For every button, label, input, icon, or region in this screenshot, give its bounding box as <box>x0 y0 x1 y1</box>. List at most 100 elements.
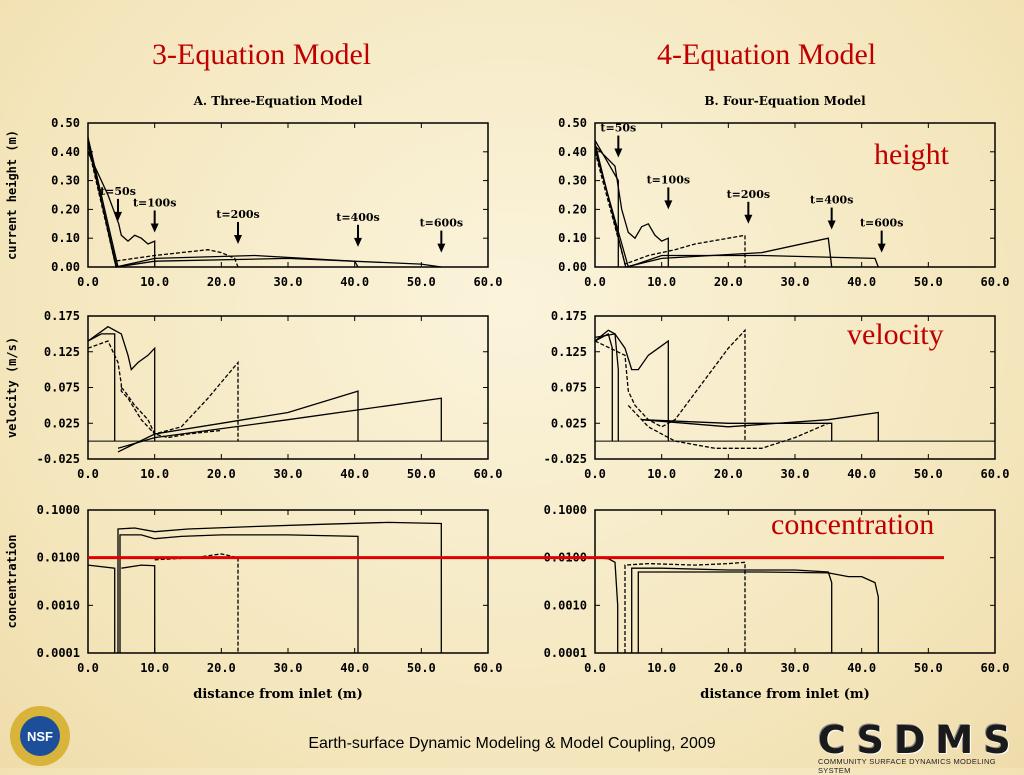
annotation-arrow-head <box>150 223 159 233</box>
series-line-3 <box>594 151 746 267</box>
series-line-5 <box>627 404 829 449</box>
x-tick-label: 60.0 <box>981 467 1010 481</box>
x-tick-label: 0.0 <box>77 661 99 675</box>
y-tick-label: 0.50 <box>51 116 80 130</box>
y-axis-label: velocity (m/s) <box>5 337 19 438</box>
x-tick-label: 30.0 <box>274 661 303 675</box>
series-line-6 <box>117 397 442 449</box>
x-tick-label: 30.0 <box>781 661 810 675</box>
time-annotation: t=100s <box>133 196 176 209</box>
chart-B-height: 0.0 10.0 20.0 30.0 40.0 50.0 60.0 0.00 0.10 0.20 0… <box>558 94 1009 289</box>
y-tick-label: 0.0001 <box>37 646 80 660</box>
x-axis-label: distance from inlet (m) <box>700 687 870 702</box>
annotation-arrow-head <box>744 214 753 224</box>
x-tick-label: 20.0 <box>714 661 743 675</box>
csdms-logo-subtitle: COMMUNITY SURFACE DYNAMICS MODELING SYST… <box>818 757 996 775</box>
y-tick-label: 0.0100 <box>37 551 80 565</box>
y-tick-label: 0.025 <box>44 416 80 430</box>
y-tick-label: 0.0010 <box>544 598 587 612</box>
y-tick-label: 0.125 <box>551 345 587 359</box>
series-line-4 <box>87 140 359 268</box>
chart-A-height: 0.0 10.0 20.0 30.0 40.0 50.0 60.0 0.00 0.10 0.20 0… <box>5 94 502 289</box>
series-line-3 <box>119 534 359 653</box>
x-tick-label: 40.0 <box>847 275 876 289</box>
annotation-arrow-head <box>234 234 242 244</box>
series-line-1 <box>594 332 613 442</box>
time-annotation: t=50s <box>600 122 636 135</box>
x-tick-label: 30.0 <box>274 467 303 481</box>
time-annotation: t=600s <box>860 217 903 230</box>
x-tick-label: 40.0 <box>847 661 876 675</box>
series-line-1 <box>87 333 116 442</box>
y-tick-label: 0.0001 <box>544 646 587 660</box>
plot-frame <box>87 509 489 654</box>
time-annotation: t=400s <box>336 211 379 224</box>
x-tick-label: 30.0 <box>781 467 810 481</box>
x-tick-label: 20.0 <box>207 467 236 481</box>
series-line-7 <box>641 411 879 442</box>
x-tick-label: 60.0 <box>981 275 1010 289</box>
y-tick-label: 0.1000 <box>544 503 587 517</box>
x-tick-label: 50.0 <box>407 275 436 289</box>
series-line-3 <box>631 567 833 653</box>
y-tick-label: 0.125 <box>44 345 80 359</box>
x-tick-label: 10.0 <box>647 275 676 289</box>
series-line-1 <box>87 564 116 653</box>
series-line-2 <box>87 151 156 267</box>
x-tick-label: 50.0 <box>914 467 943 481</box>
x-tick-label: 60.0 <box>474 661 503 675</box>
y-tick-label: 0.10 <box>51 231 80 245</box>
x-tick-label: 60.0 <box>474 275 503 289</box>
label-velocity: velocity <box>847 318 944 351</box>
time-annotation: t=50s <box>100 185 136 198</box>
x-tick-label: 10.0 <box>140 467 169 481</box>
label-height: height <box>874 138 949 171</box>
annotation-arrow-head <box>614 148 623 158</box>
y-tick-label: 0.20 <box>558 202 587 216</box>
nsf-logo: NSF <box>8 704 72 773</box>
series-line-5 <box>117 390 359 453</box>
y-tick-label: 0.175 <box>44 309 80 323</box>
y-tick-label: 0.40 <box>558 145 587 159</box>
chart-title: B. Four-Equation Model <box>704 94 866 108</box>
plot-frame <box>87 122 489 268</box>
x-tick-label: 30.0 <box>781 275 810 289</box>
x-axis-label: distance from inlet (m) <box>193 687 363 702</box>
annotation-arrow-head <box>114 211 122 221</box>
x-tick-label: 0.0 <box>77 275 99 289</box>
y-tick-label: 0.1000 <box>37 503 80 517</box>
series-line-2 <box>624 561 746 653</box>
chart-A-velocity: 0.0 10.0 20.0 30.0 40.0 50.0 60.0 -0.025 0.025 0.… <box>5 309 502 481</box>
footer-text: Earth-surface Dynamic Modeling & Model C… <box>308 735 716 752</box>
x-tick-label: 50.0 <box>407 661 436 675</box>
series-line-3 <box>87 145 239 268</box>
annotation-arrow-head <box>437 243 446 253</box>
y-tick-label: 0.075 <box>551 381 587 395</box>
series-line-4 <box>121 564 156 653</box>
x-tick-label: 20.0 <box>714 467 743 481</box>
series-line-4 <box>594 328 746 442</box>
y-tick-label: 0.30 <box>558 174 587 188</box>
chart-B-velocity: 0.0 10.0 20.0 30.0 40.0 50.0 60.0 -0.025 0.025 0.… <box>544 309 1010 481</box>
y-tick-label: 0.10 <box>558 231 587 245</box>
series-line-2 <box>87 325 156 442</box>
nsf-logo-text: NSF <box>27 729 53 744</box>
y-tick-label: 0.00 <box>558 260 587 274</box>
y-tick-label: 0.075 <box>44 381 80 395</box>
y-tick-label: -0.025 <box>544 452 587 466</box>
time-annotation: t=200s <box>216 208 259 221</box>
x-tick-label: 40.0 <box>340 467 369 481</box>
x-tick-label: 30.0 <box>274 275 303 289</box>
series-line-4 <box>637 571 879 653</box>
x-tick-label: 40.0 <box>340 275 369 289</box>
time-annotation: t=200s <box>727 188 770 201</box>
x-tick-label: 20.0 <box>207 661 236 675</box>
x-tick-label: 0.0 <box>584 661 606 675</box>
y-tick-label: 0.0010 <box>37 598 80 612</box>
x-tick-label: 60.0 <box>981 661 1010 675</box>
series-line-5 <box>594 148 879 268</box>
y-tick-label: 0.50 <box>558 116 587 130</box>
chart-A-concentration: 0.0 10.0 20.0 30.0 40.0 50.0 60.0 0.0001 0.0010 0… <box>5 503 502 702</box>
y-tick-label: -0.025 <box>37 452 80 466</box>
